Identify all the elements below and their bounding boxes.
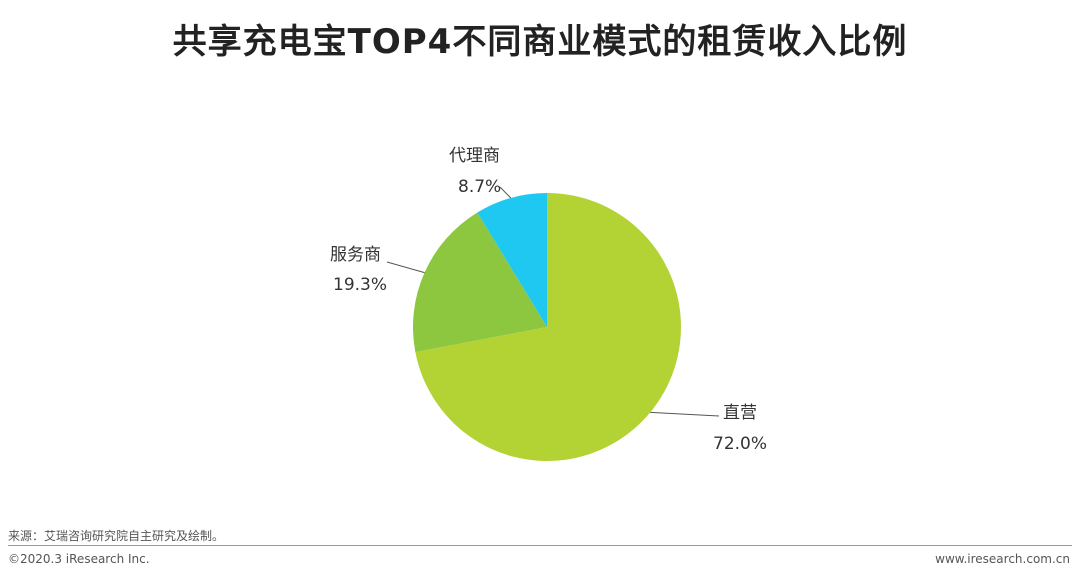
slice-value-label: 72.0% [713, 434, 767, 454]
pie-slice [477, 193, 547, 327]
source-note: 来源：艾瑞咨询研究院自主研究及绘制。 [8, 529, 225, 543]
chart-title: 共享充电宝TOP4不同商业模式的租赁收入比例 [172, 22, 908, 62]
slice-value-label: 19.3% [333, 275, 387, 295]
footer-divider [8, 545, 1072, 546]
leader-line [650, 411, 720, 417]
website-text: www.iresearch.com.cn [935, 552, 1070, 566]
slice-category-label: 服务商 [330, 245, 381, 265]
copyright-text: ©2020.3 iResearch Inc. [8, 552, 150, 566]
slice-category-label: 直营 [723, 403, 757, 423]
leader-line [499, 186, 512, 199]
pie-slice [412, 212, 547, 353]
slice-category-label: 代理商 [449, 146, 500, 166]
pie-slice [415, 193, 681, 461]
leader-line [386, 261, 425, 274]
slice-value-label: 8.7% [458, 177, 501, 197]
